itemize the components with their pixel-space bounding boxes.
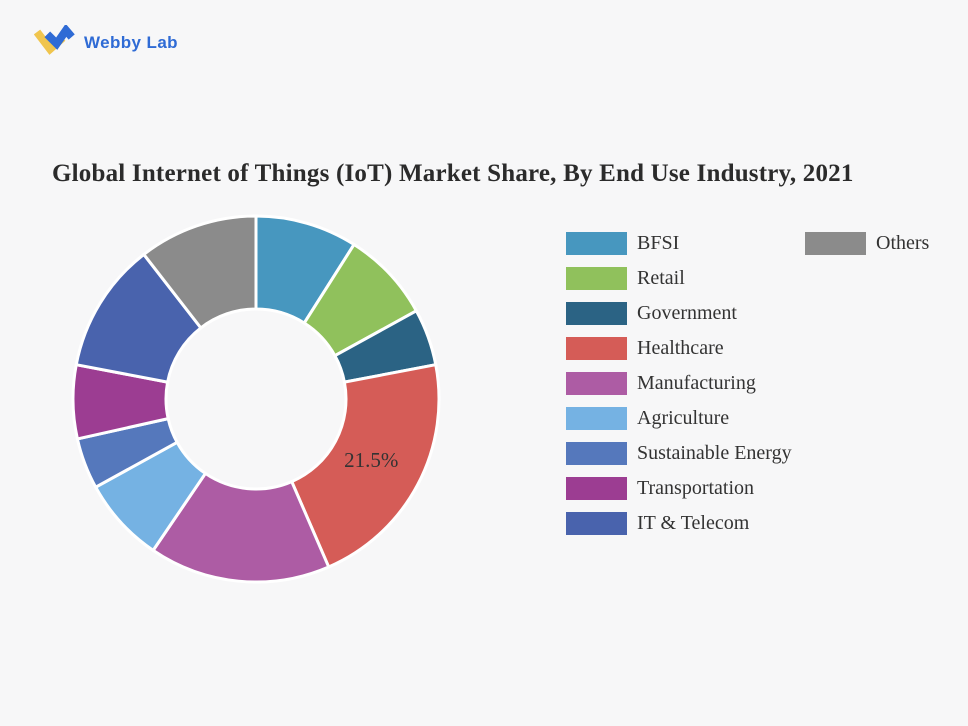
donut-segment-others xyxy=(142,214,258,330)
legend-label-transportation: Transportation xyxy=(637,477,755,499)
legend-item-healthcare: Healthcare xyxy=(566,337,792,360)
chart-legend-column-1: BFSI Retail Government Healthcare Manufactur… xyxy=(566,232,792,547)
legend-label-others: Others xyxy=(876,232,930,254)
legend-swatch-government xyxy=(566,302,627,325)
legend-label-retail: Retail xyxy=(637,267,685,289)
legend-swatch-agriculture xyxy=(566,407,627,430)
donut-data-label-healthcare: 21.5% xyxy=(344,448,398,472)
chart-title: Global Internet of Things (IoT) Market S… xyxy=(52,160,854,187)
webbylab-logo-text: Webby Lab xyxy=(84,33,178,52)
legend-label-government: Government xyxy=(637,302,737,324)
legend-swatch-others xyxy=(805,232,866,255)
legend-item-manufacturing: Manufacturing xyxy=(566,372,792,395)
donut-segment-manufacturing xyxy=(151,471,331,584)
legend-item-it-telecom: IT & Telecom xyxy=(566,512,792,535)
legend-label-manufacturing: Manufacturing xyxy=(637,372,756,394)
legend-label-healthcare: Healthcare xyxy=(637,337,724,359)
webbylab-w-icon xyxy=(34,25,75,55)
legend-swatch-bfsi xyxy=(566,232,627,255)
legend-item-sustainable-energy: Sustainable Energy xyxy=(566,442,792,465)
legend-item-government: Government xyxy=(566,302,792,325)
chart-legend-column-2: Others xyxy=(805,232,929,267)
legend-swatch-transportation xyxy=(566,477,627,500)
legend-item-retail: Retail xyxy=(566,267,792,290)
legend-label-it-telecom: IT & Telecom xyxy=(637,512,750,534)
legend-item-bfsi: BFSI xyxy=(566,232,792,255)
legend-swatch-retail xyxy=(566,267,627,290)
legend-swatch-healthcare xyxy=(566,337,627,360)
donut-segment-healthcare xyxy=(290,363,441,569)
webbylab-logo: Webby Lab xyxy=(34,25,178,57)
legend-label-agriculture: Agriculture xyxy=(637,407,730,429)
legend-item-agriculture: Agriculture xyxy=(566,407,792,430)
legend-label-bfsi: BFSI xyxy=(637,232,680,254)
legend-label-sustainable-energy: Sustainable Energy xyxy=(637,442,792,464)
legend-swatch-sustainable-energy xyxy=(566,442,627,465)
legend-swatch-manufacturing xyxy=(566,372,627,395)
legend-item-transportation: Transportation xyxy=(566,477,792,500)
legend-swatch-it-telecom xyxy=(566,512,627,535)
donut-chart: 21.5% xyxy=(71,214,441,584)
legend-item-others: Others xyxy=(805,232,929,255)
